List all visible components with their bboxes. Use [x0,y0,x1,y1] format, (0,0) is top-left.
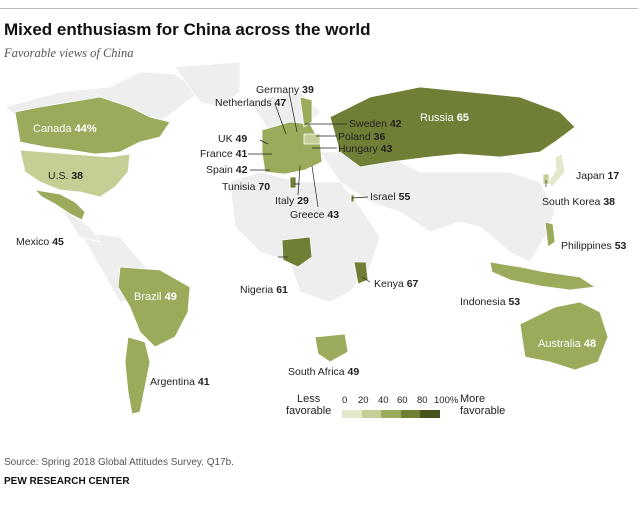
country-labels: Canada 44% U.S. 38 Mexico 45 Brazil 49 A… [16,84,627,388]
japan-shape [547,153,566,188]
leader-lines [248,91,547,283]
label-spain: Spain 42 [206,164,248,176]
label-france: France 41 [200,148,247,160]
label-us: U.S. 38 [48,170,83,182]
label-canada: Canada 44% [33,123,97,135]
label-south-africa: South Africa 49 [288,366,359,378]
legend-tick: 60 [397,395,408,406]
legend-less: Less favorable [286,393,332,417]
label-nigeria: Nigeria 61 [240,284,288,296]
label-indonesia: Indonesia 53 [460,296,520,308]
russia-shape [329,86,576,168]
legend-swatch [342,410,362,418]
chart-subtitle: Favorable views of China [4,46,134,60]
source-note: Source: Spring 2018 Global Attitudes Sur… [4,457,234,468]
legend-more: More favorable [460,393,506,417]
legend-tick: 0 [342,395,348,406]
brazil-shape [117,266,191,348]
legend-swatch [361,410,382,418]
philippines-shape [544,221,556,248]
legend-swatch [400,410,421,418]
sweden-shape [299,96,313,128]
label-italy: Italy 29 [275,195,309,207]
label-sweden: Sweden 42 [349,118,402,130]
legend: Less favorable 0 20 40 60 80 100% More f… [282,393,522,427]
organization-credit: PEW RESEARCH CENTER [4,476,130,487]
legend-tick: 80 [417,395,428,406]
chart-title: Mixed enthusiasm for China across the wo… [4,20,371,39]
south-korea-shape [542,173,550,185]
world-map: Canada 44% U.S. 38 Mexico 45 Brazil 49 A… [4,62,627,415]
label-mexico: Mexico 45 [16,236,64,248]
label-japan: Japan 17 [576,170,619,182]
south-africa-shape [314,333,349,363]
label-hungary: Hungary 43 [338,143,392,155]
mexico-shape [33,189,86,221]
legend-tick: 100% [434,395,459,406]
legend-tick: 40 [378,395,389,406]
label-brazil: Brazil 49 [134,291,177,303]
argentina-shape [124,336,151,415]
indonesia-shape [489,261,597,291]
canada-shape [14,96,171,155]
label-netherlands: Netherlands 47 [215,97,286,109]
poland-shape [303,133,321,145]
israel-shape [350,194,355,203]
label-greece: Greece 43 [290,209,339,221]
us-shape [19,149,131,198]
top-rule [0,8,638,9]
label-israel: Israel 55 [370,191,410,203]
tunisia-shape [289,176,297,189]
australia-shape [519,301,609,371]
legend-tick: 20 [358,395,369,406]
label-tunisia: Tunisia 70 [222,181,270,193]
country-shapes [14,86,609,415]
label-germany: Germany 39 [256,84,314,96]
label-russia: Russia 65 [420,112,469,124]
label-philippines: Philippines 53 [561,240,627,252]
label-kenya: Kenya 67 [374,278,419,290]
label-poland: Poland 36 [338,131,385,143]
legend-color-scale [342,410,440,418]
label-australia: Australia 48 [538,338,596,350]
label-south-korea: South Korea 38 [542,196,615,208]
label-argentina: Argentina 41 [150,376,210,388]
legend-swatch [420,410,440,418]
label-uk: UK 49 [218,133,247,145]
legend-swatch [381,410,401,418]
